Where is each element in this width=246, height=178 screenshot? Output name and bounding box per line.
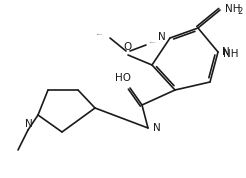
Text: N: N [25,119,33,129]
Text: N: N [222,47,230,57]
Text: NH: NH [223,49,239,59]
Text: O: O [124,42,132,52]
Text: N: N [158,32,166,42]
Text: NH: NH [225,4,241,14]
Text: methoxy: methoxy [97,33,103,35]
Text: N: N [153,123,161,133]
Text: HO: HO [115,73,131,83]
Text: methoxy: methoxy [150,41,156,43]
Text: 2: 2 [237,7,242,17]
